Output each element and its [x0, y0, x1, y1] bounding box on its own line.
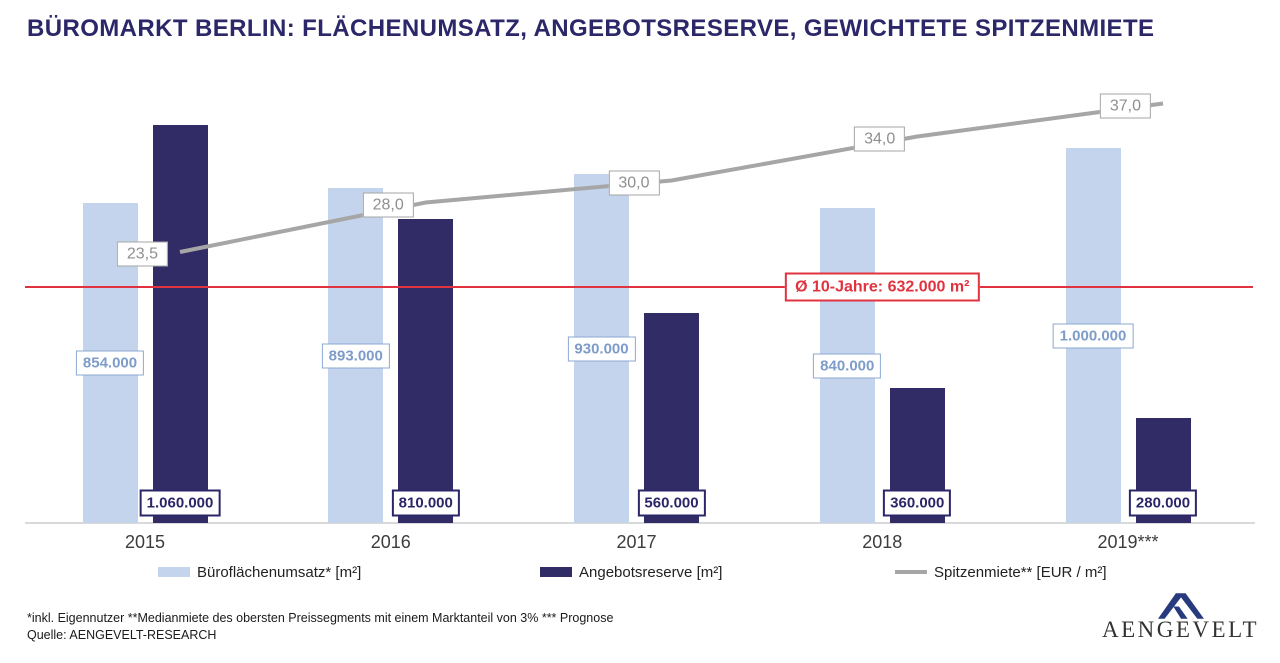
page-title: BÜROMARKT BERLIN: FLÄCHENUMSATZ, ANGEBOT… [27, 15, 1155, 42]
value-label-angebotsreserve-2015: 1.060.000 [139, 489, 221, 517]
value-label-spitzenmiete-2018: 34,0 [854, 126, 906, 151]
value-label-angebotsreserve-2019: 280.000 [1128, 489, 1198, 517]
value-label-angebotsreserve-2016: 810.000 [391, 489, 460, 517]
value-label-bueroflaechenumsatz-2019: 1.000.000 [1052, 323, 1134, 348]
average-line-label: Ø 10-Jahre: 632.000 m² [785, 272, 980, 302]
footnote-line1: *inkl. Eigennutzer **Medianmiete des obe… [27, 611, 614, 625]
x-tick-2016: 2016 [370, 532, 411, 552]
value-label-spitzenmiete-2019: 37,0 [1099, 93, 1151, 118]
legend-item-spitzenmiete: Spitzenmiete** [EUR / m²] [895, 561, 1107, 583]
value-label-bueroflaechenumsatz-2016: 893.000 [321, 343, 390, 368]
legend-swatch-angebotsreserve [540, 567, 572, 577]
x-tick-2018: 2018 [862, 532, 903, 552]
legend-swatch-bueroflaechenumsatz [158, 567, 190, 577]
legend-item-bueroflaechenumsatz: Büroflächenumsatz* [m²] [158, 561, 361, 583]
value-label-bueroflaechenumsatz-2015: 854.000 [75, 350, 145, 376]
legend-item-angebotsreserve: Angebotsreserve [m²] [540, 561, 722, 583]
legend-label-bueroflaechenumsatz: Büroflächenumsatz* [m²] [197, 563, 362, 581]
value-label-angebotsreserve-2017: 560.000 [637, 489, 706, 517]
bar-angebotsreserve-2016 [398, 219, 454, 523]
value-label-bueroflaechenumsatz-2018: 840.000 [813, 353, 882, 378]
footnote-line2: Quelle: AENGEVELT-RESEARCH [27, 628, 217, 642]
value-label-spitzenmiete-2017: 30,0 [608, 170, 660, 195]
value-label-spitzenmiete-2016: 28,0 [362, 192, 414, 217]
x-tick-2017: 2017 [616, 532, 657, 552]
legend-label-spitzenmiete: Spitzenmiete** [EUR / m²] [934, 563, 1107, 581]
aengevelt-logo-icon [1158, 592, 1205, 619]
x-axis-line [25, 522, 1255, 524]
legend-label-angebotsreserve: Angebotsreserve [m²] [579, 563, 723, 581]
bar-angebotsreserve-2015 [152, 125, 208, 523]
bar-angebotsreserve-2017 [644, 313, 699, 523]
x-tick-2015: 2015 [124, 532, 166, 552]
value-label-angebotsreserve-2018: 360.000 [883, 489, 952, 517]
x-tick-2019: 2019*** [1097, 532, 1159, 552]
aengevelt-logo-text: AENGEVELT [1102, 617, 1260, 642]
average-line [25, 286, 1253, 288]
value-label-bueroflaechenumsatz-2017: 930.000 [567, 336, 636, 361]
value-label-spitzenmiete-2015: 23,5 [116, 241, 168, 267]
legend-swatch-spitzenmiete [895, 570, 927, 574]
